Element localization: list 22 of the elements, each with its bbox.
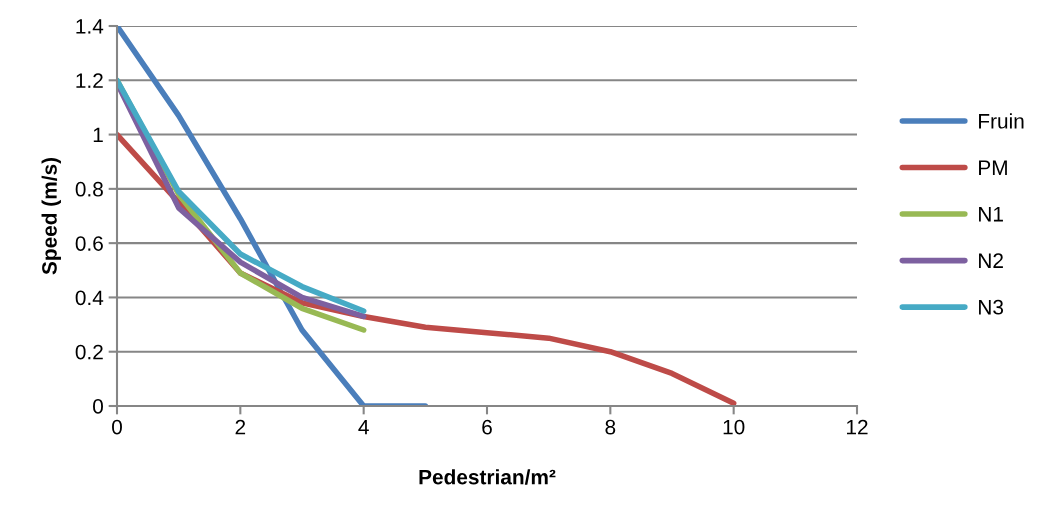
legend-label: N1 xyxy=(979,207,1003,222)
y-tick-label: 0.6 xyxy=(75,236,103,251)
y-tick-label: 0.8 xyxy=(75,181,103,197)
y-tick-label: 0.4 xyxy=(75,290,104,306)
y-tick-label: 1.4 xyxy=(76,19,104,34)
x-tick-label: 8 xyxy=(605,419,616,435)
legend-label: PM xyxy=(979,160,1007,175)
x-tick-label: 10 xyxy=(723,419,745,435)
y-tick-label: 1.2 xyxy=(76,73,103,88)
x-tick-label: 0 xyxy=(112,419,122,435)
y-axis-title: Speed (m/s) xyxy=(41,157,61,275)
x-tick-label: 4 xyxy=(358,419,369,435)
y-tick-label: 0.2 xyxy=(75,344,103,360)
legend-label: N2 xyxy=(979,253,1003,268)
x-tick-label: 12 xyxy=(847,419,868,435)
y-tick-label: 1 xyxy=(93,127,103,143)
legend-label: N3 xyxy=(979,299,1004,315)
x-tick-label: 2 xyxy=(235,419,246,435)
x-axis-title: Pedestrian/m² xyxy=(419,469,556,485)
x-tick-label: 6 xyxy=(482,419,492,435)
legend-label: Fruin xyxy=(979,113,1024,129)
y-tick-label: 0 xyxy=(93,399,103,414)
